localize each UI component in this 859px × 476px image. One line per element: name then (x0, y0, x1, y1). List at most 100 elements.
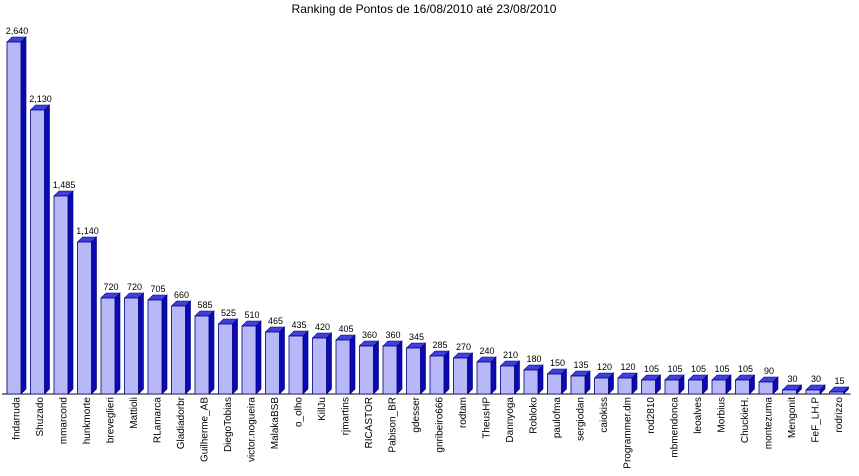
category-label: montezuma (764, 397, 775, 450)
bar (570, 370, 591, 395)
bar-front (288, 335, 304, 395)
bar-front (476, 361, 492, 395)
bar-side (185, 300, 191, 395)
bar (711, 374, 732, 395)
bar (311, 332, 333, 395)
value-label: 660 (174, 290, 189, 300)
value-label: 465 (268, 316, 283, 326)
bar-side (44, 104, 50, 395)
bar-side (91, 236, 97, 395)
bar-front (124, 297, 139, 395)
category-label: hunkmorte (82, 397, 93, 445)
bar-front (194, 315, 210, 395)
bar-front (241, 325, 257, 395)
category-label: Robloko (529, 397, 540, 434)
category-label: leoalves (693, 397, 704, 434)
bar-front (359, 345, 374, 395)
value-label: 105 (714, 364, 729, 374)
bar-front (335, 339, 351, 395)
category-label: Morbius (717, 397, 728, 433)
category-label: KillJu (317, 397, 328, 421)
category-label: o_olho (294, 397, 305, 427)
bar-front (735, 379, 750, 395)
value-label: 120 (597, 362, 612, 372)
category-label: TheusHP (482, 397, 493, 439)
category-label: rjmartins (341, 397, 352, 435)
category-label: breveglieri (106, 397, 117, 443)
bar-side (443, 350, 450, 395)
value-label: 15 (834, 376, 844, 386)
bar-front (265, 331, 280, 395)
bar-side (420, 342, 426, 395)
bar-side (490, 356, 497, 395)
bar (452, 352, 474, 395)
category-label: Pabison_BR (388, 397, 399, 453)
category-label: rodrizzo (834, 397, 845, 433)
value-label: 180 (526, 354, 541, 364)
value-label: 270 (456, 342, 471, 352)
category-label: caiokiss (599, 397, 610, 433)
category-label: Mengonit (787, 397, 798, 438)
value-label: 150 (550, 358, 565, 368)
category-label: MalakaBSB (270, 397, 281, 450)
value-label: 105 (644, 364, 659, 374)
bar-side (302, 330, 309, 395)
bar-side (396, 340, 403, 395)
category-label: paulofma (552, 397, 563, 439)
bar (76, 236, 98, 395)
bar (217, 318, 239, 395)
category-label: ChuckieH. (740, 397, 751, 443)
value-label: 240 (479, 346, 494, 356)
bar-side (208, 310, 215, 395)
bar-front (53, 195, 69, 395)
value-label: 120 (620, 362, 635, 372)
value-label: 285 (432, 340, 447, 350)
bar-front (100, 297, 116, 395)
bar-front (218, 323, 233, 395)
bar-front (594, 377, 609, 395)
value-label: 435 (291, 320, 306, 330)
bar-front (171, 305, 186, 395)
category-label: sergiodan (576, 397, 587, 441)
bar-front (6, 41, 22, 395)
category-label: victor.nogueira (247, 397, 258, 462)
chart-title: Ranking de Pontos de 16/08/2010 até 23/0… (292, 2, 557, 16)
value-label: 105 (691, 364, 706, 374)
bar (617, 372, 638, 395)
bar (335, 334, 356, 395)
bar-side (279, 326, 285, 395)
category-label: gdesser (411, 396, 422, 432)
value-label: 420 (315, 322, 330, 332)
bar (593, 372, 615, 395)
category-label: Mattioli (129, 397, 140, 429)
category-label: rod2810 (646, 397, 657, 434)
bar-side (326, 332, 332, 395)
bar (29, 104, 51, 395)
value-label: 405 (338, 324, 353, 334)
bar-front (617, 377, 633, 395)
bar (382, 340, 403, 395)
bar (640, 374, 662, 395)
bar (241, 320, 262, 395)
bar (499, 360, 521, 395)
bar-front (547, 373, 562, 395)
labels: 2,640 fndarruda 2,130 Shuzado 1,485 mmarcond 1… (6, 26, 845, 469)
category-label: Shuzado (35, 397, 46, 437)
value-label: 1,485 (53, 180, 76, 190)
category-label: Dannyoga (505, 397, 516, 443)
category-label: FeF_LH.P (811, 397, 822, 443)
bar (828, 386, 850, 395)
bar (358, 340, 380, 395)
bar-front (406, 347, 421, 395)
bar-side (514, 360, 520, 395)
bar (264, 326, 286, 395)
category-label: gnribeiro666 (435, 397, 446, 453)
bar-front (829, 391, 844, 395)
bar-side (255, 320, 262, 395)
bar-front (147, 299, 163, 395)
bar-front (758, 381, 774, 395)
bar-front (30, 109, 45, 395)
bar-front (523, 369, 539, 395)
bar-side (349, 334, 356, 395)
